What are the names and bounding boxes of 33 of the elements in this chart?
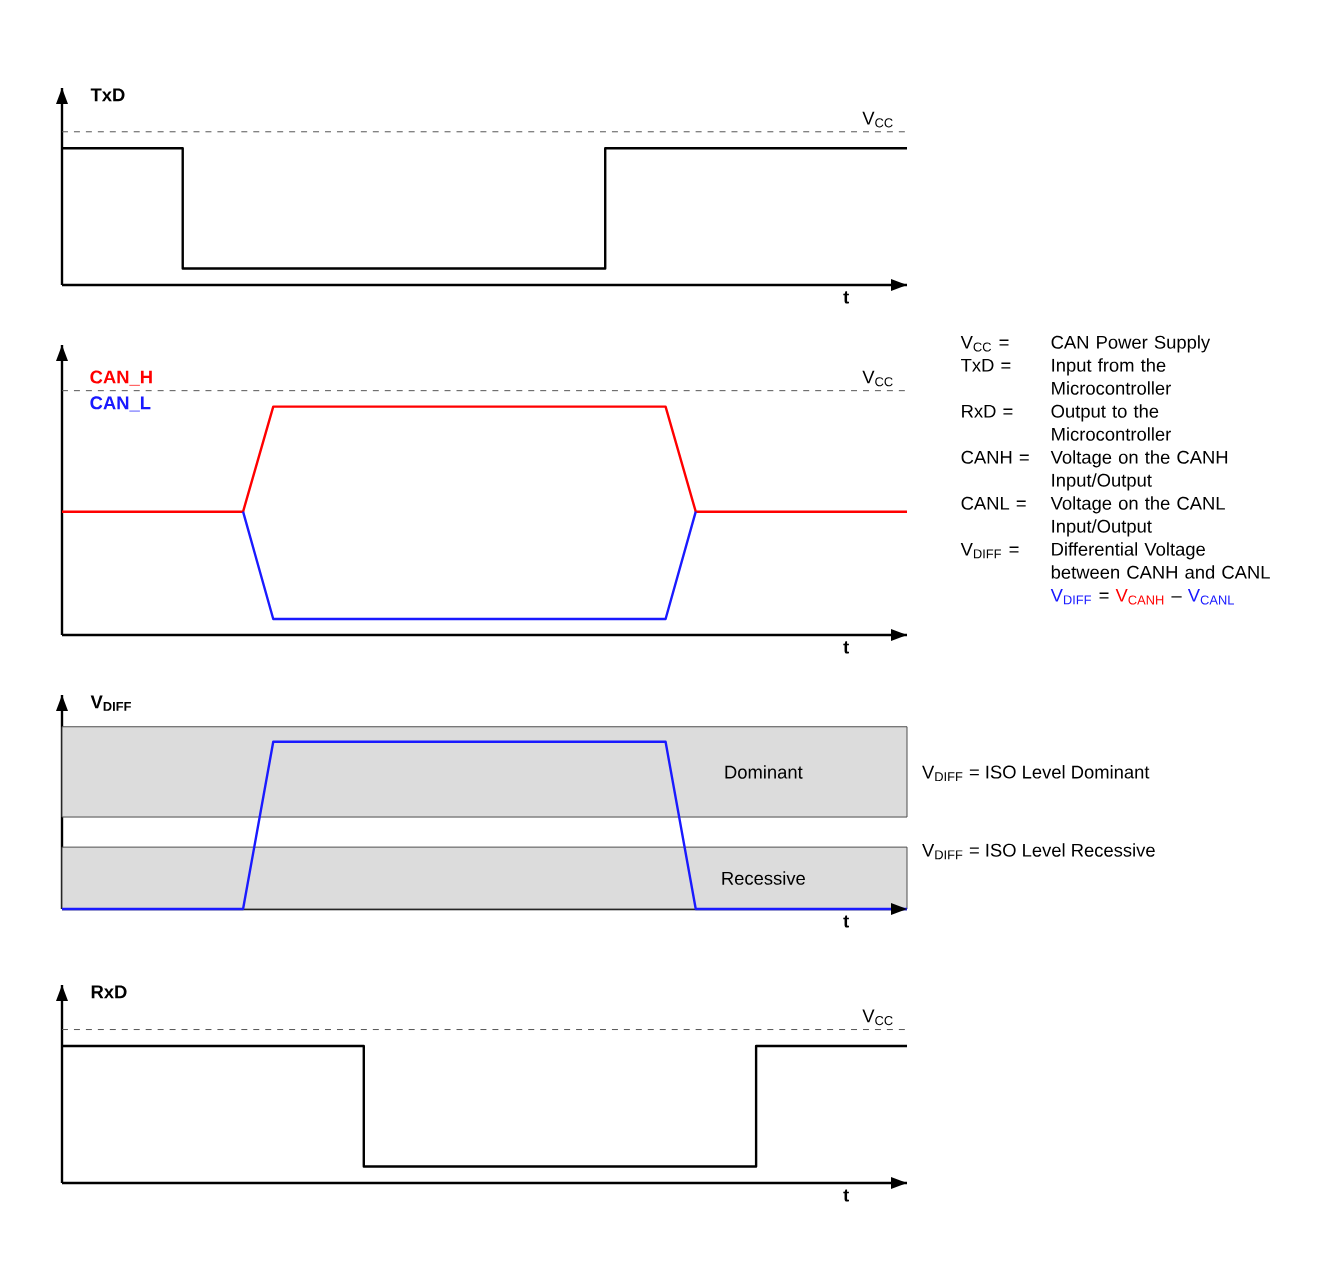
text: V$_{DIFF}$ = [960,542,1019,559]
text: = [1099,592,1109,599]
x-axis-title: t [843,291,849,304]
x-axis-title: t [843,1189,849,1202]
text: V$_{DIFF}$ = ISO Level Dominant [922,765,1150,782]
band-label: Recessive [722,871,805,885]
text: – [1171,596,1182,598]
text: V$_{DIFF}$ [1050,588,1092,605]
text: Output to the Microcontroller [1051,404,1171,441]
x-axis-title: t [843,915,849,928]
text: CAN_L [90,396,151,412]
y-axis-title: RxD [91,985,127,999]
y-axis-title: V$_{DIFF}$ [90,695,131,711]
text: Input from the Microcontroller [1052,358,1171,395]
ref-line-label: V$_{CC}$ [862,370,893,387]
text: CAN Power Supply [1051,335,1211,353]
band-label: Dominant [725,765,803,779]
text: Voltage on the CANL Input/Output [1050,496,1225,537]
text: TxD = [961,358,1011,372]
ref-line-label: V$_{CC}$ [862,1009,893,1026]
text: V$_{CC}$ = [960,335,1009,352]
ref-line-label: V$_{CC}$ [862,111,893,128]
y-axis-title: TxD [90,88,125,102]
text: Voltage on the CANH Input/Output [1050,450,1228,491]
x-axis-title: t [843,641,849,654]
text: CANL = [961,496,1026,510]
text: V$_{CANL}$ [1187,588,1234,605]
text: V$_{DIFF}$ = ISO Level Recessive [922,843,1155,860]
text: CANH = [961,450,1029,464]
text: V$_{CANH}$ [1115,588,1164,605]
text: CAN_H [90,370,152,386]
text: RxD = [962,404,1013,418]
text: Differential Voltage between CANH and CANL [1051,542,1270,579]
